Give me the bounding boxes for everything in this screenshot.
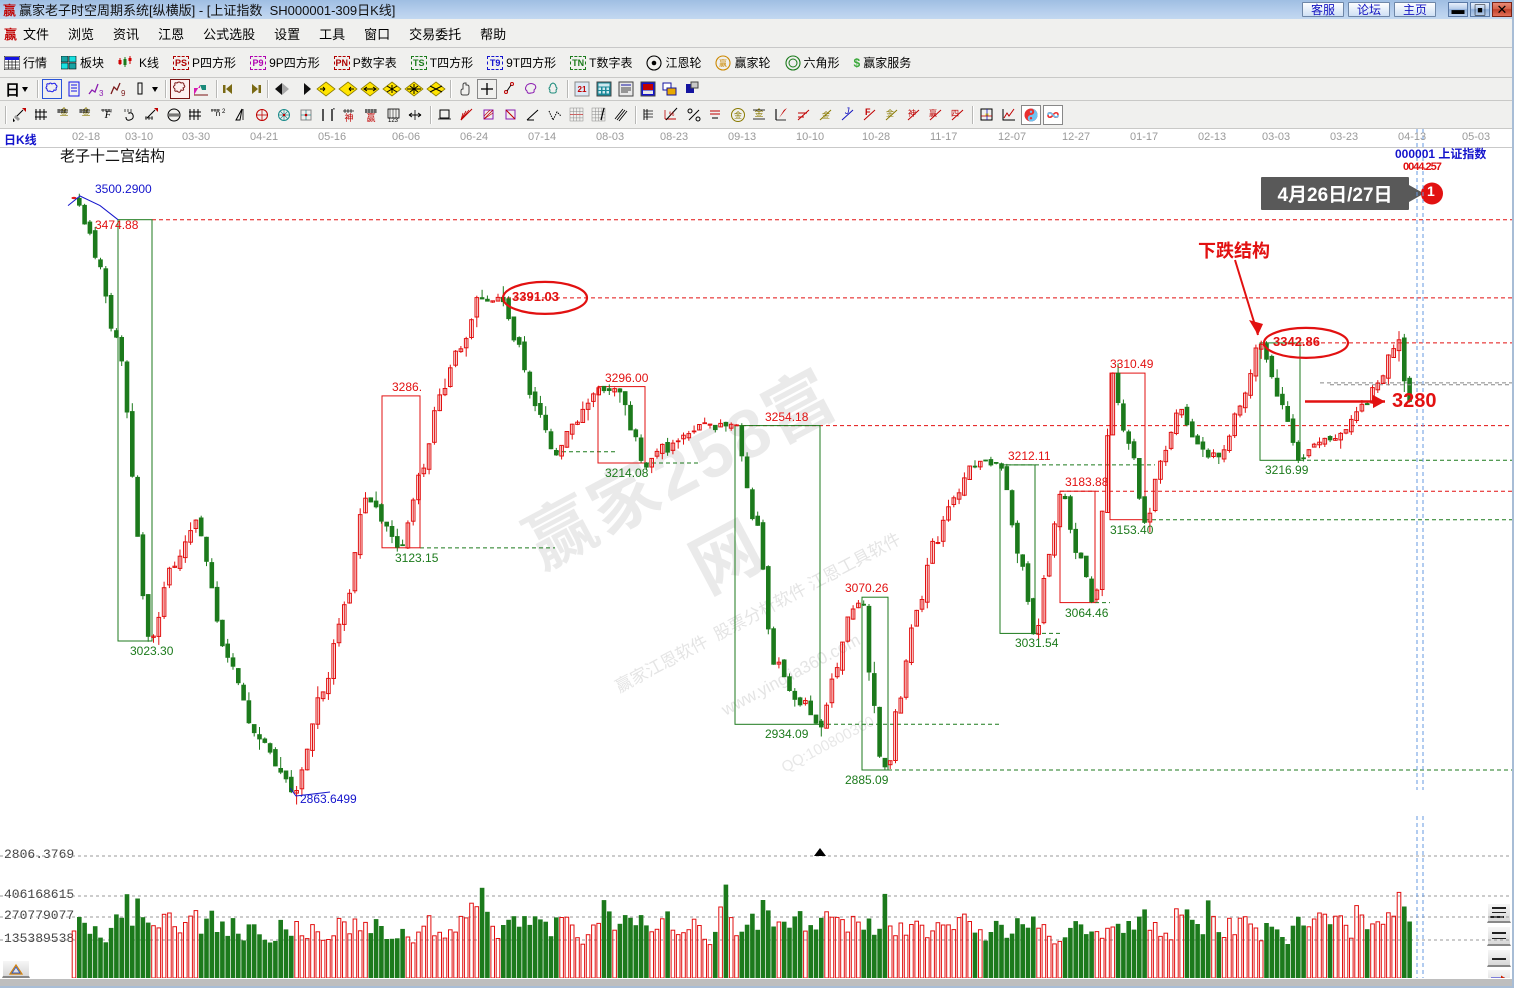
svg-text:9: 9: [121, 89, 126, 97]
svg-text:2: 2: [222, 109, 226, 115]
svg-text:F: F: [104, 109, 112, 121]
svg-text:四: 四: [951, 109, 959, 118]
svg-text:赢: 赢: [929, 108, 937, 118]
svg-text:赢: 赢: [719, 58, 727, 68]
svg-text:神: 神: [908, 108, 916, 118]
svg-text:金: 金: [754, 107, 763, 118]
svg-text:": ": [333, 108, 335, 115]
svg-text:神: 神: [344, 112, 353, 123]
svg-text:J: J: [844, 107, 850, 116]
svg-text:赢: 赢: [366, 112, 375, 123]
svg-text:金: 金: [822, 110, 830, 120]
svg-text:F: F: [865, 107, 871, 117]
svg-text:3: 3: [99, 89, 104, 97]
svg-text:123: 123: [388, 118, 399, 123]
svg-text:金: 金: [886, 108, 894, 118]
svg-text:21: 21: [578, 85, 587, 94]
svg-text:金: 金: [734, 110, 742, 120]
svg-text:%: %: [669, 112, 675, 118]
